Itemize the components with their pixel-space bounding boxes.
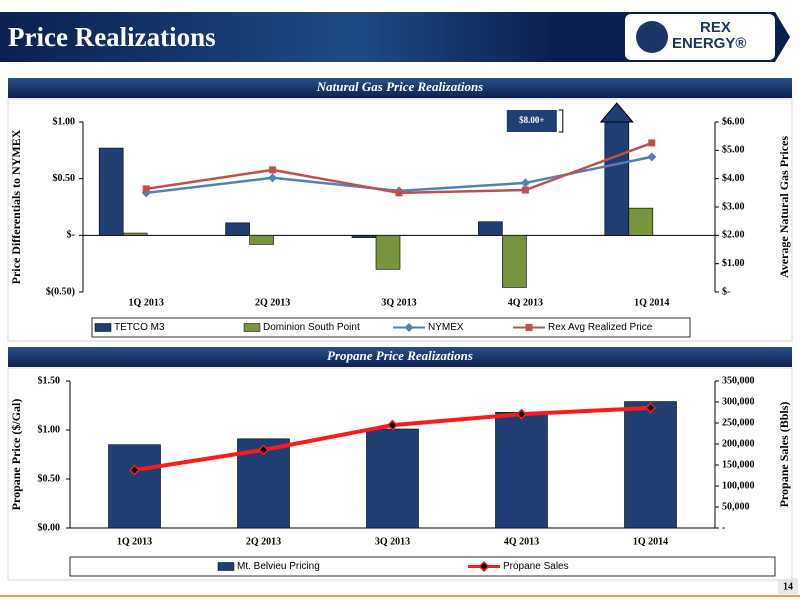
x-tick-label: 2Q 2013 bbox=[255, 297, 290, 308]
y2-tick-label: $- bbox=[722, 286, 730, 297]
x-tick-label: 1Q 2013 bbox=[117, 536, 152, 547]
legend-label: NYMEX bbox=[428, 322, 464, 333]
y2-tick-label: 350,000 bbox=[722, 375, 755, 386]
legend-label: TETCO M3 bbox=[114, 322, 165, 333]
bar bbox=[108, 444, 161, 528]
legend-swatch bbox=[217, 562, 235, 571]
x-tick-label: 1Q 2013 bbox=[129, 297, 164, 308]
marker bbox=[648, 139, 656, 147]
marker bbox=[644, 402, 657, 414]
bar bbox=[628, 207, 654, 236]
bar bbox=[366, 428, 419, 528]
legend-swatch bbox=[94, 323, 112, 332]
x-tick-label: 1Q 2014 bbox=[634, 297, 669, 308]
chart-title: Natural Gas Price Realizations bbox=[316, 79, 484, 94]
y2-tick-label: $1.00 bbox=[722, 258, 745, 269]
y-tick-label: $1.50 bbox=[38, 375, 61, 386]
marker bbox=[515, 408, 528, 420]
y2-tick-label: $5.00 bbox=[722, 145, 745, 156]
legend-swatch bbox=[243, 323, 261, 332]
marker bbox=[521, 186, 529, 194]
x-tick-label: 1Q 2014 bbox=[633, 536, 668, 547]
x-tick-label: 4Q 2013 bbox=[504, 536, 539, 547]
x-tick-label: 2Q 2013 bbox=[246, 536, 281, 547]
legend-label: Dominion South Point bbox=[263, 322, 360, 333]
y-tick-label: $1.00 bbox=[38, 424, 61, 435]
y2-tick-label: 100,000 bbox=[722, 480, 755, 491]
logo-emblem bbox=[636, 21, 668, 53]
logo-text: REX bbox=[700, 19, 731, 36]
legend-marker bbox=[478, 560, 490, 573]
y2-tick-label: - bbox=[722, 522, 725, 533]
bar bbox=[351, 235, 377, 238]
header-banner bbox=[0, 12, 790, 62]
page-title: Price Realizations bbox=[8, 22, 216, 52]
y2-tick-label: 50,000 bbox=[722, 501, 750, 512]
x-tick-label: 3Q 2013 bbox=[381, 297, 416, 308]
chart-frame bbox=[7, 98, 793, 342]
page-number: 14 bbox=[783, 581, 793, 592]
legend-marker bbox=[404, 323, 414, 332]
marker bbox=[268, 173, 278, 183]
marker bbox=[395, 189, 403, 197]
bar bbox=[375, 235, 401, 270]
y-tick-label: $(0.50) bbox=[46, 286, 75, 297]
y2-axis-title: Propane Sales (Bbls) bbox=[777, 402, 791, 508]
y-tick-label: $- bbox=[67, 230, 75, 241]
legend bbox=[69, 556, 776, 577]
marker bbox=[269, 166, 277, 174]
bar bbox=[624, 401, 677, 528]
y2-tick-label: 250,000 bbox=[722, 417, 755, 428]
legend bbox=[91, 317, 691, 338]
y2-tick-label: 200,000 bbox=[722, 438, 755, 449]
y-tick-label: $0.50 bbox=[38, 473, 61, 484]
y2-tick-label: 300,000 bbox=[722, 396, 755, 407]
y-tick-label: $0.00 bbox=[38, 522, 61, 533]
y-tick-label: $0.50 bbox=[53, 173, 76, 184]
bar bbox=[225, 222, 250, 236]
chart-title: Propane Price Realizations bbox=[327, 348, 473, 363]
y2-tick-label: 150,000 bbox=[722, 459, 755, 470]
bars bbox=[98, 122, 654, 288]
marker bbox=[520, 178, 530, 188]
page-number-box bbox=[778, 578, 798, 594]
bar bbox=[478, 221, 503, 236]
x-tick-label: 3Q 2013 bbox=[375, 536, 410, 547]
marker bbox=[386, 419, 399, 431]
y2-tick-label: $2.00 bbox=[722, 230, 745, 241]
legend-label: Propane Sales bbox=[503, 561, 569, 572]
legend-label: Rex Avg Realized Price bbox=[548, 322, 653, 333]
y2-axis-title: Average Natural Gas Prices bbox=[777, 136, 791, 278]
legend-marker bbox=[525, 324, 533, 331]
bar bbox=[604, 122, 630, 236]
y2-tick-label: $3.00 bbox=[722, 201, 745, 212]
bar bbox=[98, 147, 124, 236]
y2-tick-label: $4.00 bbox=[722, 173, 745, 184]
y-axis-title: Price Differentials to NYMEX bbox=[9, 129, 23, 284]
marker bbox=[142, 185, 150, 193]
section-bar bbox=[8, 347, 792, 367]
x-tick-label: 4Q 2013 bbox=[508, 297, 543, 308]
annotation: $8.00+ bbox=[519, 115, 544, 125]
annotation-bracket bbox=[558, 109, 564, 133]
section-bar bbox=[8, 78, 792, 98]
y-tick-label: $1.00 bbox=[53, 116, 76, 127]
marker bbox=[257, 444, 270, 456]
bar bbox=[502, 235, 527, 288]
logo-text: ENERGY® bbox=[672, 35, 746, 52]
y2-tick-label: $6.00 bbox=[722, 116, 745, 127]
marker bbox=[128, 464, 141, 476]
annotation-box bbox=[506, 110, 557, 132]
bar bbox=[495, 412, 548, 528]
legend-label: Mt. Belvieu Pricing bbox=[237, 561, 320, 572]
bar bbox=[249, 235, 274, 245]
marker bbox=[647, 152, 657, 162]
overflow-arrow bbox=[599, 102, 634, 123]
bar bbox=[122, 232, 148, 236]
y-axis-title: Propane Price ($/Gal) bbox=[9, 399, 23, 511]
